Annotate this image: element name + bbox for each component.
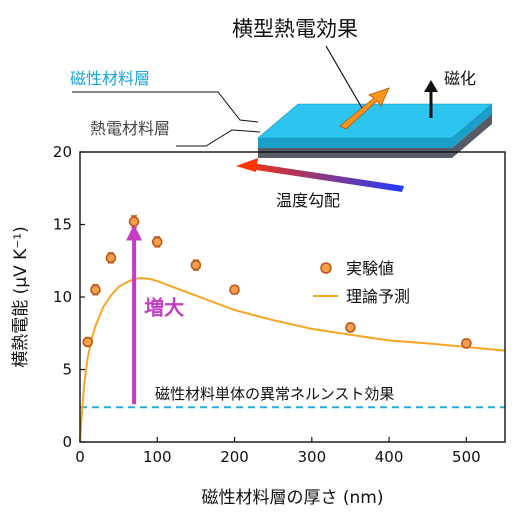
enhancement-annotation: 増大 xyxy=(126,224,184,405)
data-point xyxy=(461,338,472,349)
data-point-marker xyxy=(105,252,117,264)
legend-label-experimental: 実験値 xyxy=(346,259,394,278)
data-point xyxy=(151,236,163,248)
inset-title: 横型熱電効果 xyxy=(232,17,358,41)
thermoelectric-layer-leader xyxy=(176,129,261,147)
data-point xyxy=(105,252,117,264)
y-tick-label: 15 xyxy=(53,216,72,234)
data-point-marker xyxy=(461,338,472,349)
data-point-marker xyxy=(229,284,240,296)
data-point-marker xyxy=(82,336,94,348)
magnetic-layer-top xyxy=(257,103,493,139)
legend-marker-experimental xyxy=(320,262,332,274)
x-tick-label: 200 xyxy=(220,448,249,466)
data-point xyxy=(190,259,202,271)
current-arrow xyxy=(339,87,390,130)
reference-line-label: 磁性材料単体の異常ネルンスト効果 xyxy=(155,385,394,403)
data-point-marker xyxy=(190,259,202,271)
temperature-gradient-label: 温度勾配 xyxy=(276,191,340,210)
data-point xyxy=(82,336,94,348)
x-tick-label: 0 xyxy=(75,448,85,466)
magnetic-layer-label: 磁性材料層 xyxy=(70,69,150,88)
magnetic-layer-side xyxy=(258,104,492,148)
x-tick-label: 300 xyxy=(297,448,326,466)
y-tick-label: 20 xyxy=(53,143,72,161)
data-point-marker xyxy=(345,322,356,333)
data-point xyxy=(90,284,101,296)
data-point-marker xyxy=(151,236,163,248)
data-point xyxy=(229,284,240,296)
y-tick-label: 5 xyxy=(62,361,72,379)
thermoelectric-layer-side xyxy=(258,114,492,158)
thermoelectric-layer-label: 熱電材料層 xyxy=(90,119,170,138)
inset-schematic: 磁化 横型熱電効果 磁性材料層 熱電材料層 温度勾配 xyxy=(70,17,493,210)
y-tick-label: 0 xyxy=(62,433,72,451)
magnetic-layer-leader xyxy=(72,91,259,123)
legend-label-theory: 理論予測 xyxy=(346,287,410,306)
temperature-gradient-arrow xyxy=(236,158,404,192)
enhancement-label: 増大 xyxy=(144,295,184,319)
x-tick-label: 500 xyxy=(452,448,481,466)
y-tick-label: 10 xyxy=(53,288,72,306)
legend: 実験値 理論予測 xyxy=(313,259,410,306)
x-axis-label: 磁性材料層の厚さ (nm) xyxy=(201,488,383,508)
plot-area: 0 100 200 300 400 500 0 5 10 15 20 xyxy=(53,143,506,466)
data-point-marker xyxy=(90,284,101,296)
axis-ticks: 0 100 200 300 400 500 0 5 10 15 20 xyxy=(53,143,481,466)
title-leader-line xyxy=(325,45,363,109)
magnetization-label: 磁化 xyxy=(444,69,476,88)
data-point xyxy=(345,322,356,333)
x-tick-label: 100 xyxy=(143,448,172,466)
series-points xyxy=(82,215,472,349)
plot-frame xyxy=(79,151,506,443)
magnetization-arrow-icon xyxy=(424,80,438,118)
x-tick-label: 400 xyxy=(375,448,404,466)
enhancement-arrow-icon xyxy=(126,224,143,241)
data-point xyxy=(128,215,140,228)
y-axis-label: 横熱電能 (μV K⁻¹) xyxy=(11,226,31,367)
